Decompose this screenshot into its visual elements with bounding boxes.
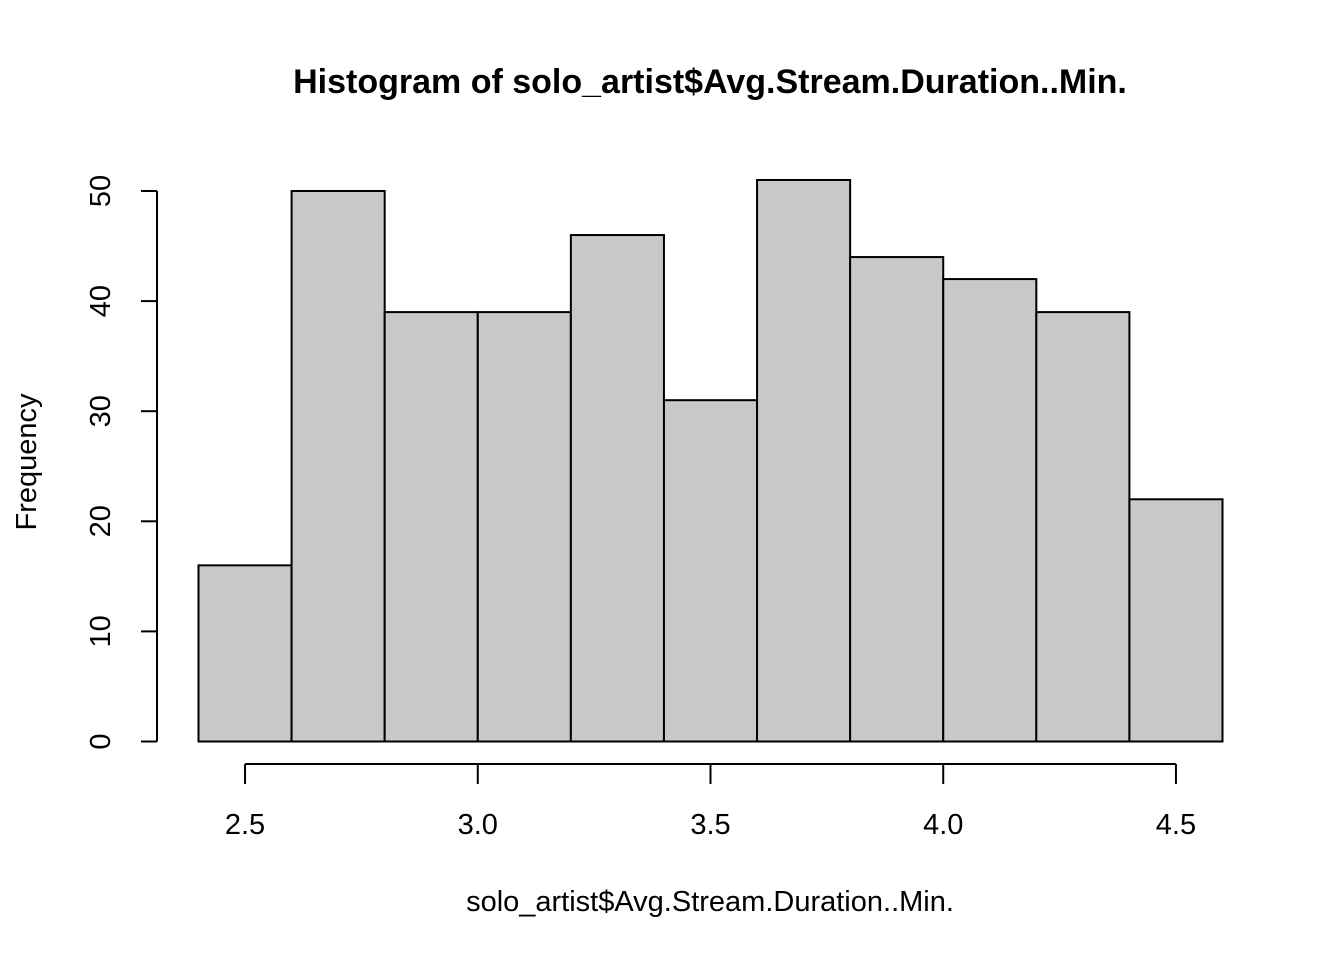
x-tick-label-1: 3.0 — [458, 809, 498, 841]
histogram-bar-3 — [476, 311, 572, 743]
histogram-bar-9 — [1035, 311, 1131, 743]
x-tick-label-2: 3.5 — [690, 809, 730, 841]
histogram-bar-4 — [569, 234, 665, 743]
y-tick-label-5: 50 — [85, 175, 117, 207]
chart-title: Histogram of solo_artist$Avg.Stream.Dura… — [293, 63, 1127, 101]
histogram-bar-1 — [290, 190, 386, 743]
histogram-bar-0 — [197, 564, 293, 743]
bars-group — [197, 178, 1224, 743]
y-tick-label-1: 10 — [85, 615, 117, 647]
y-tick-label-4: 40 — [85, 285, 117, 317]
y-tick-label-3: 30 — [85, 395, 117, 427]
x-axis: 2.5 3.0 3.5 4.0 4.5 — [225, 763, 1196, 841]
x-tick-label-3: 4.0 — [923, 809, 963, 841]
histogram-bar-10 — [1128, 498, 1224, 743]
histogram-bar-6 — [756, 178, 852, 743]
x-tick-label-4: 4.5 — [1156, 809, 1196, 841]
y-axis-label: Frequency — [11, 393, 43, 531]
histogram-bar-7 — [849, 256, 945, 743]
histogram-bar-5 — [662, 399, 759, 743]
histogram-bar-2 — [383, 311, 479, 743]
y-tick-label-2: 20 — [85, 505, 117, 537]
y-axis: 0 10 20 30 40 50 — [85, 175, 158, 750]
y-tick-label-0: 0 — [85, 733, 117, 749]
histogram-bar-8 — [942, 278, 1038, 743]
x-axis-label: solo_artist$Avg.Stream.Duration..Min. — [466, 886, 954, 918]
x-tick-label-0: 2.5 — [225, 809, 265, 841]
